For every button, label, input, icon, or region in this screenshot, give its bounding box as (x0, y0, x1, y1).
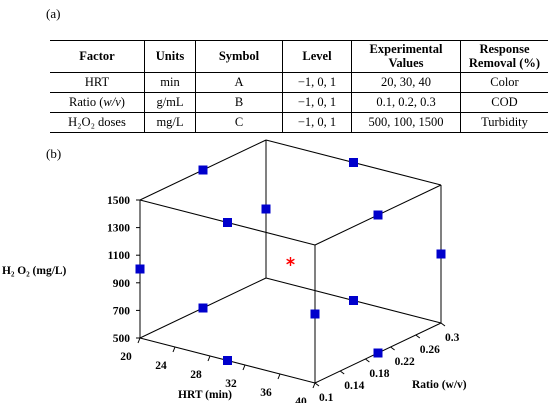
cell-level: −1, 0, 1 (282, 112, 352, 133)
design-point-marker (349, 158, 358, 167)
y-tick-mark (415, 334, 421, 339)
col-header-factor: Factor (50, 40, 145, 73)
factor-table: Factor Units Symbol Level Experimental V… (50, 40, 548, 133)
y-tick-mark (390, 346, 395, 351)
axis-ticks: 500 700 900 1100 1300 1500 20 24 28 32 36 40 0.1 0.14… (107, 195, 460, 403)
design-point-marker (373, 348, 383, 358)
table-row: H₂O₂ doses mg/L C −1, 0, 1 500, 100, 150… (50, 112, 548, 133)
design-point-marker (349, 296, 358, 305)
design-point-marker (436, 249, 446, 259)
z-tick-label: 700 (113, 305, 131, 317)
z-tick-label: 1300 (107, 223, 130, 235)
cell-symbol: A (195, 72, 283, 93)
col-header-response: Response Removal (%) (468, 42, 541, 71)
y-tick-label: 0.1 (319, 392, 334, 403)
y-tick-label: 0.14 (344, 380, 364, 392)
z-axis-label: H₂ O₂ (mg/L) (2, 265, 67, 277)
z-tick-label: 500 (113, 333, 131, 345)
panel-label-a: (a) (46, 6, 61, 21)
cell-factor: H₂O₂ doses (50, 112, 145, 133)
cell-units: mg/L (144, 112, 196, 133)
cell-symbol: C (195, 112, 283, 133)
table-row: HRT min A −1, 0, 1 20, 30, 40 Color (50, 72, 548, 93)
design-point-marker (223, 218, 232, 227)
cell-symbol: B (195, 92, 283, 113)
design-point-marker (310, 309, 320, 319)
design-points (135, 158, 446, 365)
x-tick-mark (137, 337, 141, 344)
x-tick-mark (172, 346, 176, 353)
cell-values: 0.1, 0.2, 0.3 (351, 92, 461, 113)
cell-factor: Ratio (w/v) (50, 92, 145, 113)
center-point-marker (286, 257, 295, 266)
y-tick-label: 0.3 (445, 332, 460, 344)
design-point-marker (198, 303, 208, 313)
z-tick-label: 1500 (107, 195, 130, 207)
col-header-level: Level (282, 40, 352, 73)
y-tick-mark (365, 358, 370, 363)
y-axis-label: Ratio (w/v) (412, 379, 467, 391)
cell-units: min (144, 72, 196, 93)
z-tick-label: 900 (113, 278, 131, 290)
col-header-symbol: Symbol (195, 40, 283, 73)
cell-response: Color (490, 75, 519, 90)
col-header-values: Experimental Values (351, 40, 461, 73)
cell-units: g/mL (144, 92, 196, 113)
y-tick-mark (314, 382, 320, 387)
cell-level: −1, 0, 1 (282, 92, 352, 113)
y-tick-mark (339, 370, 345, 375)
x-tick-mark (312, 382, 316, 389)
x-tick-label: 28 (190, 369, 202, 381)
col-header-units: Units (144, 40, 196, 73)
y-tick-mark (440, 322, 446, 327)
x-tick-label: 40 (295, 396, 307, 403)
design-point-marker (223, 356, 232, 365)
cell-level: −1, 0, 1 (282, 72, 352, 93)
x-axis-label: HRT (min) (178, 389, 232, 401)
table-row: Ratio (w/v) g/mL B −1, 0, 1 0.1, 0.2, 0.… (50, 92, 548, 113)
x-tick-label: 36 (260, 387, 272, 399)
y-tick-label: 0.22 (395, 356, 415, 368)
table-header-row: Factor Units Symbol Level Experimental V… (50, 40, 548, 73)
cell-response: Turbidity (481, 115, 528, 130)
x-tick-label: 20 (120, 351, 132, 363)
x-tick-mark (277, 373, 281, 380)
design-point-marker (261, 204, 271, 214)
cell-values: 20, 30, 40 (351, 72, 461, 93)
cell-values: 500, 100, 1500 (351, 112, 461, 133)
y-tick-label: 0.18 (369, 368, 389, 380)
cell-response: COD (491, 95, 518, 110)
panel-label-b: (b) (46, 146, 62, 161)
x-tick-mark (207, 355, 211, 362)
design-point-marker (373, 210, 383, 220)
x-tick-label: 32 (225, 378, 237, 390)
x-tick-label: 24 (155, 360, 167, 372)
y-tick-label: 0.26 (420, 344, 440, 356)
design-point-marker (198, 165, 208, 175)
cell-factor: HRT (50, 72, 145, 93)
x-tick-mark (242, 364, 246, 371)
z-tick-label: 1100 (108, 250, 131, 262)
design-point-marker (135, 264, 145, 274)
